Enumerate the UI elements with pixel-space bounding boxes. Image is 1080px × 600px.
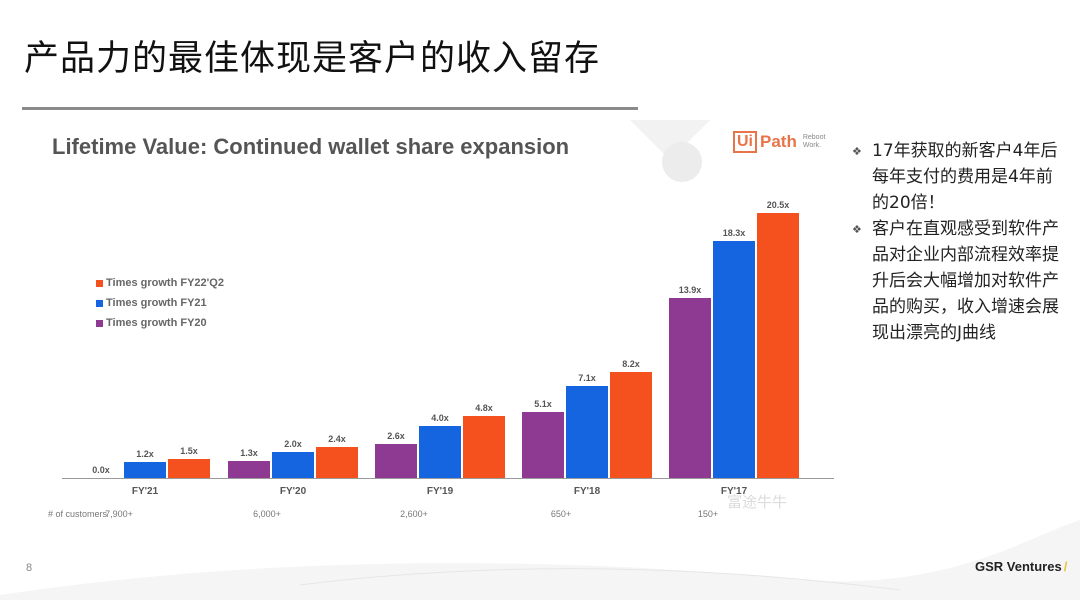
bar-value-label: 4.8x — [475, 402, 493, 413]
bar-value-label: 1.2x — [136, 449, 154, 460]
bar-value-label: 4.0x — [431, 413, 449, 424]
bar — [713, 241, 755, 478]
bar — [228, 461, 270, 478]
category-label: FY'19 — [426, 486, 454, 497]
side-notes: ❖ 17年获取的新客户4年后每年支付的费用是4年前的20倍！ ❖ 客户在直观感受… — [852, 138, 1067, 346]
legend-label: Times growth FY22'Q2 — [106, 277, 224, 289]
customers-header: # of customers — [48, 509, 108, 519]
category-label: FY'20 — [279, 486, 307, 497]
bar-value-label: 7.1x — [578, 373, 596, 384]
title-divider — [22, 107, 638, 110]
logo-tagline-1: Reboot — [802, 134, 826, 141]
legend-item: Times growth FY22'Q2 — [96, 273, 224, 293]
bar — [316, 446, 358, 478]
logo-box: Ui — [733, 131, 757, 153]
watermark: 富途牛牛 — [727, 493, 788, 511]
brand-slash-icon: / — [1063, 559, 1068, 574]
bar — [124, 462, 166, 478]
bar — [272, 452, 314, 478]
legend-swatch — [96, 279, 103, 287]
brand-name: GSR Ventures — [975, 559, 1062, 574]
customer-count: 2,600+ — [400, 509, 428, 519]
page-number: 8 — [26, 562, 33, 574]
category-label: FY'17 — [720, 486, 748, 497]
logo-tagline: Reboot Work. — [803, 134, 826, 150]
note-item: ❖ 17年获取的新客户4年后每年支付的费用是4年前的20倍！ — [852, 138, 1067, 216]
customer-count: 6,000+ — [253, 509, 281, 519]
slide-title: Lifetime Value: Continued wallet share e… — [52, 134, 570, 159]
legend-label: Times growth FY20 — [106, 317, 207, 329]
embedded-slide: Lifetime Value: Continued wallet share e… — [30, 118, 845, 598]
bar-value-label: 13.9x — [678, 285, 702, 296]
legend-swatch — [96, 299, 103, 307]
bar — [419, 426, 461, 478]
legend-label: Times growth FY21 — [106, 297, 207, 309]
bar — [522, 412, 564, 478]
bar-value-label: 2.6x — [387, 431, 405, 442]
category-label: FY'21 — [131, 486, 159, 497]
diamond-bullet-icon: ❖ — [852, 223, 862, 236]
bar — [375, 444, 417, 478]
bar-value-label: 1.5x — [180, 445, 198, 456]
note-text: 17年获取的新客户4年后每年支付的费用是4年前的20倍！ — [872, 141, 1058, 213]
legend-item: Times growth FY20 — [96, 313, 224, 333]
note-text: 客户在直观感受到软件产品对企业内部流程效率提升后会大幅增加对软件产品的购买，收入… — [872, 219, 1059, 343]
logo-tagline-2: Work. — [802, 142, 821, 149]
customer-count: 7,900+ — [105, 509, 133, 519]
bar-value-label: 20.5x — [766, 199, 790, 210]
decorative-circle — [662, 142, 702, 182]
bar — [610, 371, 652, 478]
category-label: FY'18 — [573, 486, 601, 497]
bar-chart: # of customers 0.0x 1.2x 1.5x FY'21 7,900+ 1.… — [30, 118, 845, 598]
page-title: 产品力的最佳体现是客户的收入留存 — [24, 39, 601, 79]
customer-count: 650+ — [550, 509, 572, 519]
chart-legend: Times growth FY22'Q2 Times growth FY21 T… — [96, 273, 224, 333]
bar-value-label: 18.3x — [722, 228, 746, 239]
brand-logo: GSR Ventures / — [975, 559, 1067, 574]
note-item: ❖ 客户在直观感受到软件产品对企业内部流程效率提升后会大幅增加对软件产品的购买，… — [852, 216, 1067, 346]
legend-item: Times growth FY21 — [96, 293, 224, 313]
decorative-wave — [0, 520, 1080, 600]
uipath-logo: Ui Path Reboot Work. — [733, 131, 825, 153]
bar-value-label: 0.0x — [92, 465, 110, 475]
bar-value-label: 8.2x — [622, 358, 640, 369]
bar — [168, 458, 210, 478]
bar — [757, 212, 799, 478]
bar-value-label: 5.1x — [534, 399, 552, 410]
bar — [566, 386, 608, 478]
customer-count: 150+ — [697, 509, 719, 519]
bar — [669, 298, 711, 478]
bar — [463, 415, 505, 478]
bar-value-label: 2.4x — [328, 433, 346, 444]
diamond-bullet-icon: ❖ — [852, 145, 862, 158]
legend-swatch — [96, 319, 103, 327]
bar-value-label: 1.3x — [240, 448, 258, 459]
x-axis-line — [62, 478, 834, 479]
bar-value-label: 2.0x — [284, 439, 302, 450]
logo-text: Path — [760, 132, 797, 151]
